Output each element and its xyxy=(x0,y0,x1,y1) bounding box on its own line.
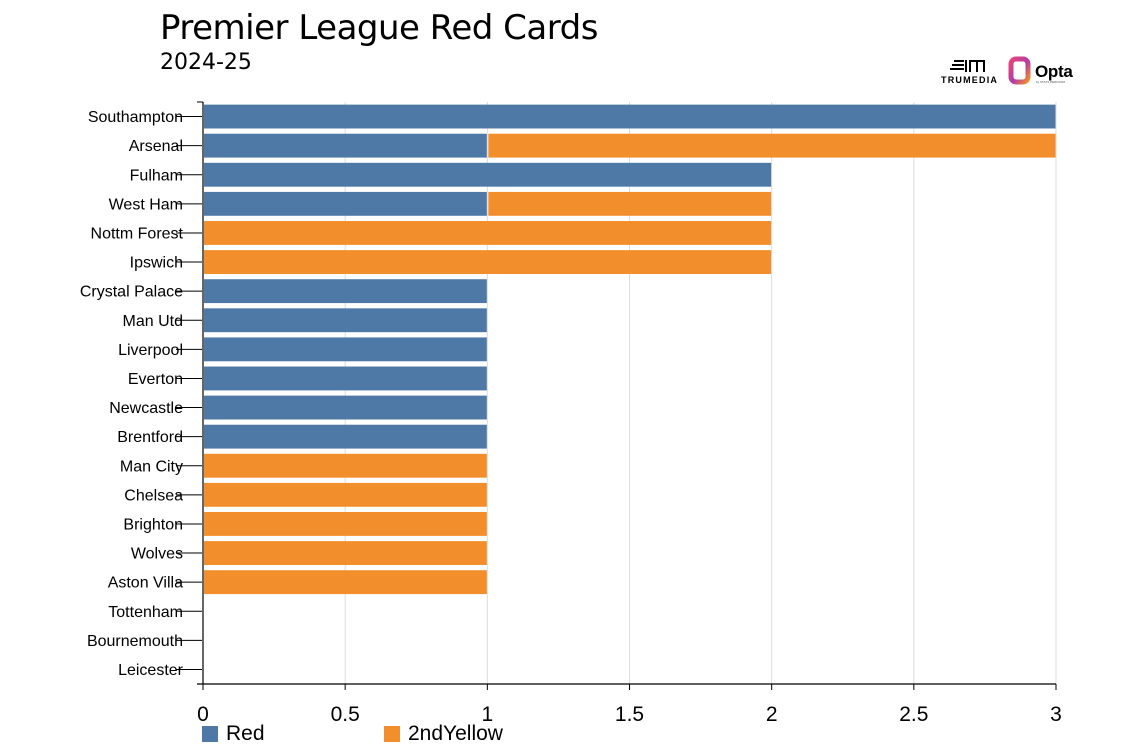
legend-item-2ndyellow: 2ndYellow xyxy=(384,720,503,748)
bar-red xyxy=(204,279,487,304)
grid-lines xyxy=(344,102,1057,684)
y-tick-label: Everton xyxy=(128,371,183,388)
bar-red xyxy=(204,395,487,420)
x-tick-label: 2.5 xyxy=(899,703,928,726)
bar-red xyxy=(204,133,487,158)
y-tick-label: Brentford xyxy=(117,429,183,446)
y-tick-label: Nottm Forest xyxy=(91,225,184,242)
bar-red xyxy=(204,104,1056,129)
y-tick-label: Ipswich xyxy=(130,255,183,272)
bar-2ndyellow xyxy=(204,250,772,274)
trumedia-mark-icon xyxy=(950,60,985,72)
bar-red xyxy=(204,366,487,391)
x-tick-label: 2 xyxy=(766,703,778,726)
axes: 0 0.5 1 1.5 2 2.5 3 Southampton Arsenal Fulham Wes… xyxy=(80,101,1062,726)
y-tick-label: West Ham xyxy=(109,196,183,213)
bars xyxy=(204,104,1056,595)
x-tick-label: 3 xyxy=(1050,703,1062,726)
opta-mark-icon xyxy=(1008,56,1031,85)
y-tick-label: Fulham xyxy=(130,167,183,184)
bar-red xyxy=(204,162,772,187)
bar-red xyxy=(204,337,487,362)
y-tick-label: Southampton xyxy=(88,109,183,126)
bar-2ndyellow xyxy=(204,570,487,595)
bar-2ndyellow xyxy=(488,191,772,216)
y-tick-label: Liverpool xyxy=(118,342,183,359)
bar-2ndyellow xyxy=(204,453,487,478)
y-tick-label: Crystal Palace xyxy=(80,284,183,301)
x-tick-label: 1.5 xyxy=(615,703,644,726)
bar-2ndyellow xyxy=(488,133,1056,158)
trumedia-logo: TRUMEDIA xyxy=(938,56,1004,86)
y-tick-label: Leicester xyxy=(118,662,184,679)
legend-label: 2ndYellow xyxy=(408,722,503,745)
x-tick-label: 1 xyxy=(481,703,493,726)
bar-2ndyellow xyxy=(204,541,487,565)
y-tick-label: Wolves xyxy=(131,546,183,563)
trumedia-wordmark: TRUMEDIA xyxy=(941,75,999,85)
bar-2ndyellow xyxy=(204,512,487,536)
bar-red xyxy=(204,191,487,216)
legend-label: Red xyxy=(226,722,265,745)
legend-swatch xyxy=(384,726,400,742)
y-tick-label: Chelsea xyxy=(124,487,183,504)
bar-red xyxy=(204,308,487,333)
x-tick-label: 0.5 xyxy=(331,703,360,726)
y-tick-label: Bournemouth xyxy=(87,633,183,650)
opta-logo: Opta by STATS PERFORM xyxy=(1008,56,1090,86)
chart-title: Premier League Red Cards xyxy=(160,8,598,48)
opta-wordmark: Opta xyxy=(1035,62,1073,81)
y-tick-label: Arsenal xyxy=(129,138,183,155)
y-tick-label: Man Utd xyxy=(123,313,183,330)
y-tick-label: Brighton xyxy=(123,516,183,533)
y-tick-label: Aston Villa xyxy=(108,575,183,592)
bar-red xyxy=(204,424,487,449)
opta-subtext: by STATS PERFORM xyxy=(1036,80,1066,84)
chart-subtitle: 2024-25 xyxy=(160,50,252,75)
bar-2ndyellow xyxy=(204,221,772,245)
bar-2ndyellow xyxy=(204,482,487,507)
x-tick-label: 0 xyxy=(197,703,209,726)
legend-item-red: Red xyxy=(202,720,265,748)
y-tick-label: Newcastle xyxy=(109,400,183,417)
legend-swatch xyxy=(202,726,218,742)
y-tick-label: Man City xyxy=(120,458,183,475)
y-tick-label: Tottenham xyxy=(108,604,183,621)
